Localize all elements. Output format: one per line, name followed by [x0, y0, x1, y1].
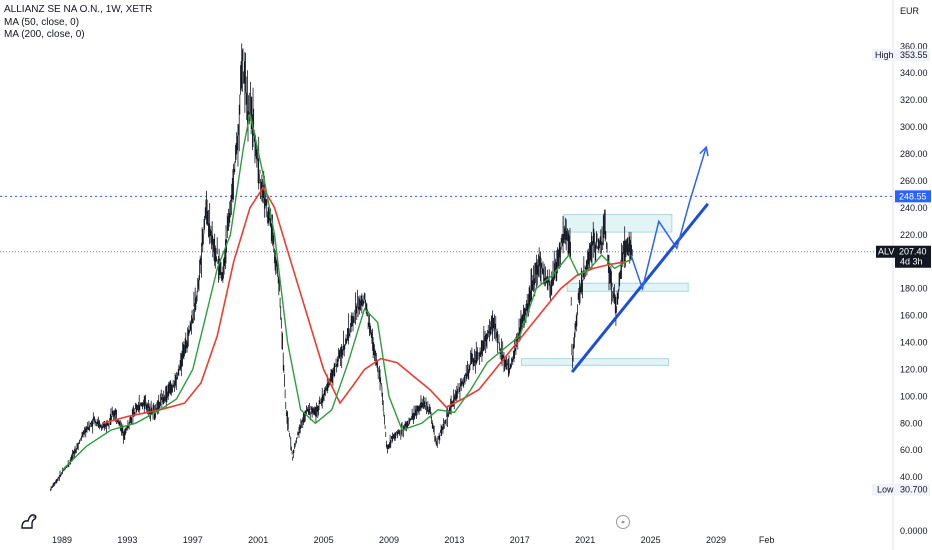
countdown-text: 4d 3h: [900, 257, 923, 267]
y-tick-label: 240.00: [900, 203, 928, 213]
zone-layer: [520, 214, 689, 366]
zone-3[interactable]: [520, 358, 670, 366]
chart-legend: ALLIANZ SE NA O.N., 1W, XETR MA (50, clo…: [4, 4, 152, 42]
x-tick-label: Feb: [759, 535, 775, 545]
currency-label: EUR: [900, 6, 920, 16]
last-price-value: 207.40: [899, 247, 927, 257]
x-tick-label: 2017: [510, 535, 530, 545]
x-tick-label: 2005: [314, 535, 334, 545]
y-tick-label: 320.00: [900, 95, 928, 105]
y-tick-label: 340.00: [900, 68, 928, 78]
y-tick-label: 360.00: [900, 41, 928, 51]
y-tick-label: 80.00: [900, 418, 923, 428]
x-tick-label: 1997: [183, 535, 203, 545]
x-tick-label: 2001: [248, 535, 268, 545]
projection-arrowhead: [699, 145, 709, 157]
x-tick-label: 2013: [444, 535, 464, 545]
x-tick-label: 1989: [52, 535, 72, 545]
symbol-tag: [876, 245, 895, 258]
legend-ma200: MA (200, close, 0): [4, 29, 85, 40]
y-tick-label: 260.00: [900, 176, 928, 186]
y-tick-label: 280.00: [900, 149, 928, 159]
low-text: Low: [877, 485, 894, 495]
last-price-tag: [895, 245, 931, 268]
high-tag: [872, 48, 930, 61]
dino-logo-icon[interactable]: [21, 514, 37, 529]
dotted-level-value: 248.55: [899, 191, 927, 201]
low-value: 30.700: [900, 485, 928, 495]
high-text: High: [875, 50, 894, 60]
lightning-icon[interactable]: [616, 515, 630, 529]
y-tick-label: 160.00: [900, 311, 928, 321]
x-tick-label: 2021: [575, 535, 595, 545]
legend-title: ALLIANZ SE NA O.N., 1W, XETR: [4, 4, 153, 15]
high-value: 353.55: [900, 50, 928, 60]
x-tick-label: 2029: [706, 535, 726, 545]
y-tick-label: 220.00: [900, 230, 928, 240]
ma200-line: [102, 186, 633, 425]
symbol-text: ALV: [878, 247, 894, 257]
candles-layer: [50, 43, 633, 492]
dotted-level-tag: [895, 190, 931, 203]
trendline[interactable]: [570, 202, 709, 374]
legend-ma50: MA (50, close, 0): [4, 16, 80, 28]
ma50-line: [61, 113, 633, 471]
y-tick-label: 100.00: [900, 391, 928, 401]
zone-2[interactable]: [566, 282, 689, 292]
y-tick-label: 40.00: [900, 472, 923, 482]
y-tick-label: 300.00: [900, 122, 928, 132]
y-axis-ticks[interactable]: 360.00 340.00 320.00 300.00 280.00 260.00 240.…: [900, 41, 928, 536]
y-tick-label: 0.0000: [900, 526, 928, 536]
x-axis-ticks[interactable]: 1989 1993 1997 2001 2005 2009 2013 2017 2021 2025…: [52, 535, 774, 545]
y-tick-label: 180.00: [900, 284, 928, 294]
x-tick-label: 2025: [641, 535, 661, 545]
x-tick-label: 2009: [379, 535, 399, 545]
low-tag: [872, 483, 930, 496]
x-tick-label: 1993: [117, 535, 137, 545]
projection-path[interactable]: [630, 146, 707, 292]
y-tick-label: 140.00: [900, 337, 928, 347]
zone-1[interactable]: [563, 214, 673, 233]
y-tick-label: 120.00: [900, 364, 928, 374]
y-tick-label: 60.00: [900, 445, 923, 455]
